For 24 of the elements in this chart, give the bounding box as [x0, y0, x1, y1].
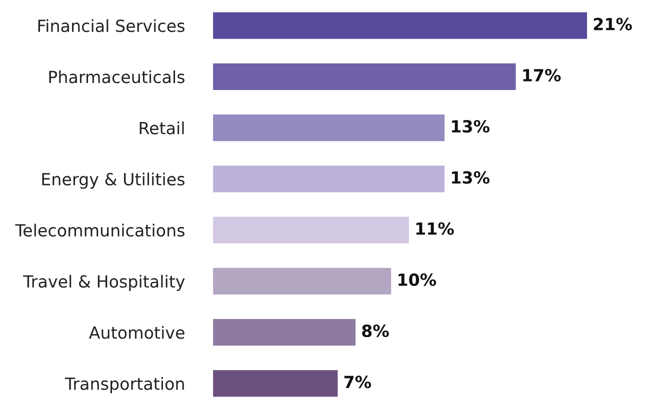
data-label: 8% — [362, 324, 389, 338]
data-label: 13% — [452, 171, 490, 184]
data-label: 13% — [452, 120, 490, 133]
data-label: 21% — [594, 18, 632, 30]
y-tick-label: Retail — [140, 121, 184, 134]
y-tick-label: Pharmaceuticals — [49, 70, 184, 84]
data-label: 10% — [398, 273, 436, 286]
data-label: 11% — [416, 222, 454, 235]
y-tick-label: Travel & Hospitality — [23, 274, 185, 291]
data-label: 17% — [523, 68, 561, 82]
bar — [213, 370, 338, 397]
bar — [213, 268, 392, 294]
y-tick-label: Telecommunications — [15, 224, 184, 237]
bar — [213, 114, 445, 142]
bar — [213, 12, 588, 39]
y-tick-label: Financial Services — [38, 19, 184, 32]
bar — [213, 166, 445, 192]
bar — [213, 319, 356, 346]
y-tick-label: Automotive — [89, 326, 184, 339]
y-tick-label: Energy & Utilities — [42, 172, 184, 189]
data-label: 7% — [344, 376, 372, 388]
bar — [213, 216, 409, 244]
y-tick-label: Transportation — [64, 377, 184, 394]
bar — [213, 63, 516, 90]
